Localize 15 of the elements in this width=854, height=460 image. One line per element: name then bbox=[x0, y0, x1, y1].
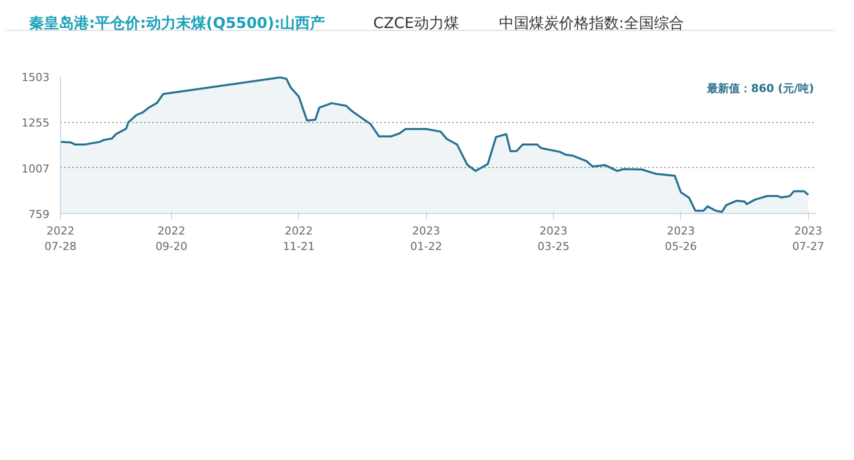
text: 最新值：860 (元/吨) bbox=[707, 80, 814, 96]
x-tick-label: 2023 05-26 bbox=[664, 224, 697, 254]
y-tick-label: 1503 bbox=[22, 71, 50, 84]
chart-title: 秦皇岛港:平仓价:动力末煤(Q5500):山西产 bbox=[29, 14, 326, 32]
y-tick-label: 1255 bbox=[22, 116, 50, 130]
x-tick-label: 2022 11-21 bbox=[282, 224, 315, 254]
x-tick-label: 2023 01-22 bbox=[410, 224, 442, 254]
text: CZCE动力煤 bbox=[373, 14, 459, 32]
y-tick-label: 759 bbox=[28, 208, 50, 221]
x-tick-label: 2023 07-27 bbox=[792, 224, 824, 254]
x-tick-label: 2023 03-25 bbox=[538, 224, 570, 254]
x-tick-label: 2022 07-28 bbox=[44, 224, 76, 254]
text: 中国煤炭价格指数:全国综合 bbox=[498, 14, 684, 32]
y-tick-label: 1007 bbox=[22, 162, 50, 176]
x-tick-label: 2022 09-20 bbox=[155, 224, 188, 254]
